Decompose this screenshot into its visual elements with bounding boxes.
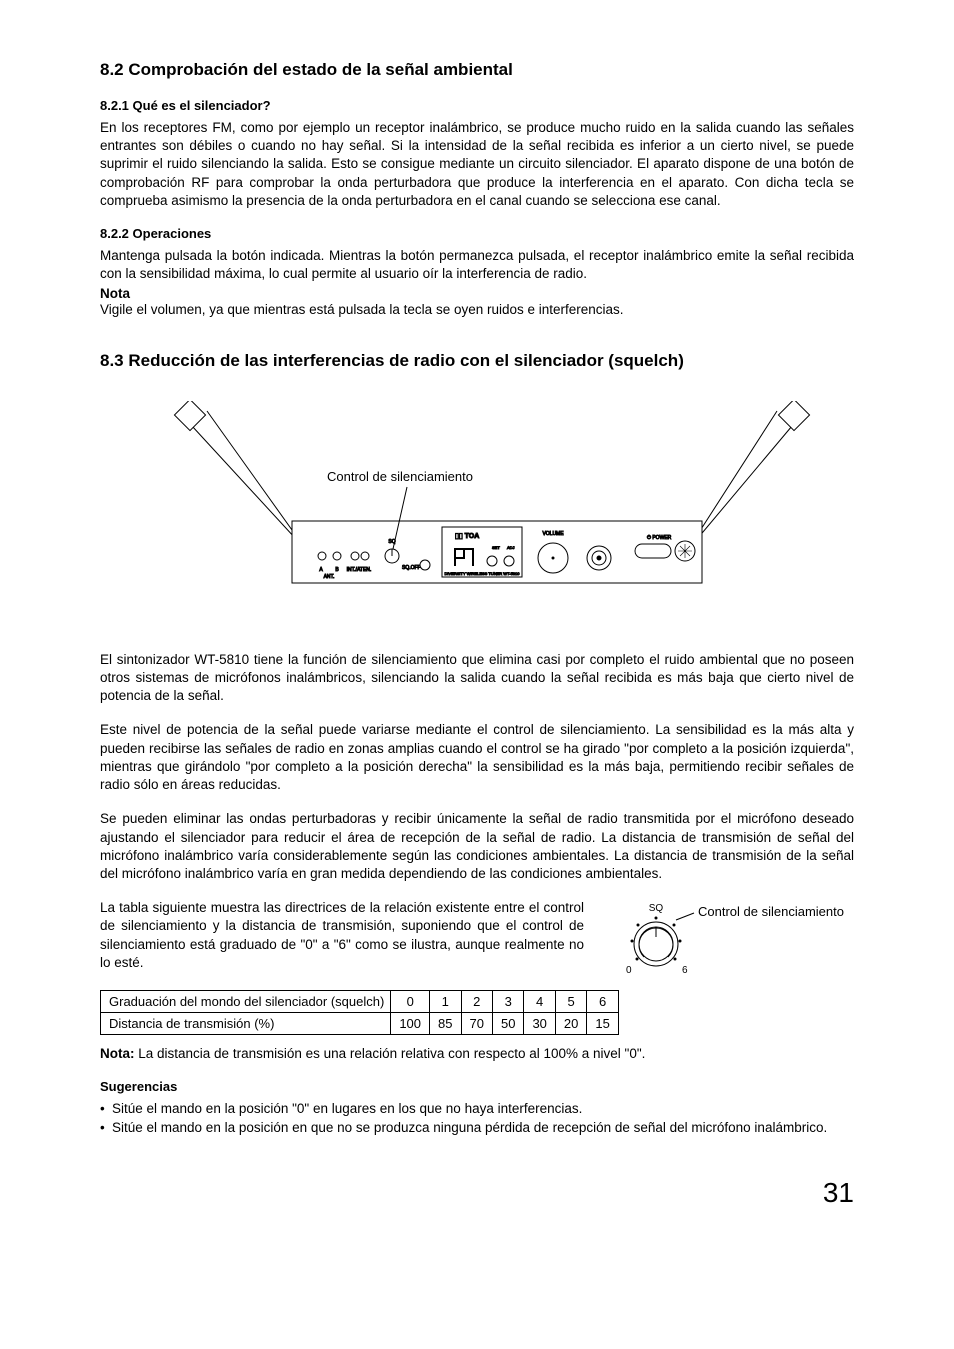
section-8-3-para2: Este nivel de potencia de la señal puede… (100, 721, 854, 794)
table-cell: 1 (430, 991, 461, 1013)
table-row: Distancia de transmisión (%) 100 85 70 5… (101, 1013, 619, 1035)
table-cell: 2 (461, 991, 492, 1013)
subsection-8-2-1-title: 8.2.1 Qué es el silenciador? (100, 98, 854, 113)
svg-text:DIVERSITY WIRELESS TUNER WT-58: DIVERSITY WIRELESS TUNER WT-5810 (445, 571, 521, 576)
device-diagram: A B INT./ATEN. ANT. SQ SQ.OFF ▮▮ TOA SET… (100, 401, 854, 621)
knob-right-num: 6 (682, 965, 688, 976)
squelch-knob-figure: SQ 0 6 Control de silencia (604, 899, 854, 984)
table-cell: 70 (461, 1013, 492, 1035)
table-cell: 4 (524, 991, 555, 1013)
subsection-8-2-2-title: 8.2.2 Operaciones (100, 226, 854, 241)
page-content: 8.2 Comprobación del estado de la señal … (0, 0, 954, 1249)
svg-text:SET: SET (492, 545, 500, 550)
table-row1-label: Graduación del mondo del silenciador (sq… (101, 991, 391, 1013)
section-8-3-title: 8.3 Reducción de las interferencias de r… (100, 351, 854, 371)
table-cell: 30 (524, 1013, 555, 1035)
section-8-3-para3: Se pueden eliminar las ondas perturbador… (100, 810, 854, 883)
knob-left-num: 0 (626, 965, 632, 976)
diagram-label: Control de silenciamiento (327, 469, 473, 484)
table-row: Graduación del mondo del silenciador (sq… (101, 991, 619, 1013)
sugerencias-title: Sugerencias (100, 1079, 854, 1094)
nota-2: Nota: La distancia de transmisión es una… (100, 1045, 854, 1063)
nota-body-1: Vigile el volumen, ya que mientras está … (100, 301, 854, 319)
table-cell: 6 (587, 991, 618, 1013)
table-cell: 85 (430, 1013, 461, 1035)
subsection-8-2-1-body: En los receptores FM, como por ejemplo u… (100, 119, 854, 210)
list-item: Sitúe el mando en la posición "0" en lug… (100, 1100, 854, 1118)
nota-2-body: La distancia de transmisión es una relac… (135, 1046, 646, 1061)
squelch-table: Graduación del mondo del silenciador (sq… (100, 990, 854, 1035)
page-number: 31 (100, 1177, 854, 1209)
table-cell: 5 (555, 991, 586, 1013)
table-cell: 0 (391, 991, 430, 1013)
svg-text:ADJ: ADJ (507, 545, 515, 550)
table-cell: 50 (492, 1013, 523, 1035)
squelch-data-table: Graduación del mondo del silenciador (sq… (100, 990, 619, 1035)
list-item: Sitúe el mando en la posición en que no … (100, 1119, 854, 1137)
svg-text:INT./ATEN.: INT./ATEN. (347, 567, 372, 573)
table-cell: 20 (555, 1013, 586, 1035)
nota-label-1: Nota (100, 286, 854, 301)
svg-text:⏻ POWER: ⏻ POWER (647, 535, 672, 541)
svg-text:SQ.OFF: SQ.OFF (402, 565, 421, 571)
table-cell: 100 (391, 1013, 430, 1035)
table-cell: 15 (587, 1013, 618, 1035)
svg-text:ANT.: ANT. (324, 574, 335, 580)
svg-text:▮▮ TOA: ▮▮ TOA (455, 533, 479, 540)
tips-list: Sitúe el mando en la posición "0" en lug… (100, 1100, 854, 1136)
table-row2-label: Distancia de transmisión (%) (101, 1013, 391, 1035)
svg-text:VOLUME: VOLUME (542, 531, 564, 537)
sq-label: SQ (649, 903, 664, 914)
subsection-8-2-2-body: Mantenga pulsada la botón indicada. Mien… (100, 247, 854, 283)
nota-2-prefix: Nota: (100, 1046, 135, 1061)
table-cell: 3 (492, 991, 523, 1013)
knob-label: Control de silenciamiento (698, 904, 844, 919)
section-8-3-para1: El sintonizador WT-5810 tiene la función… (100, 651, 854, 706)
section-8-2-title: 8.2 Comprobación del estado de la señal … (100, 60, 854, 80)
